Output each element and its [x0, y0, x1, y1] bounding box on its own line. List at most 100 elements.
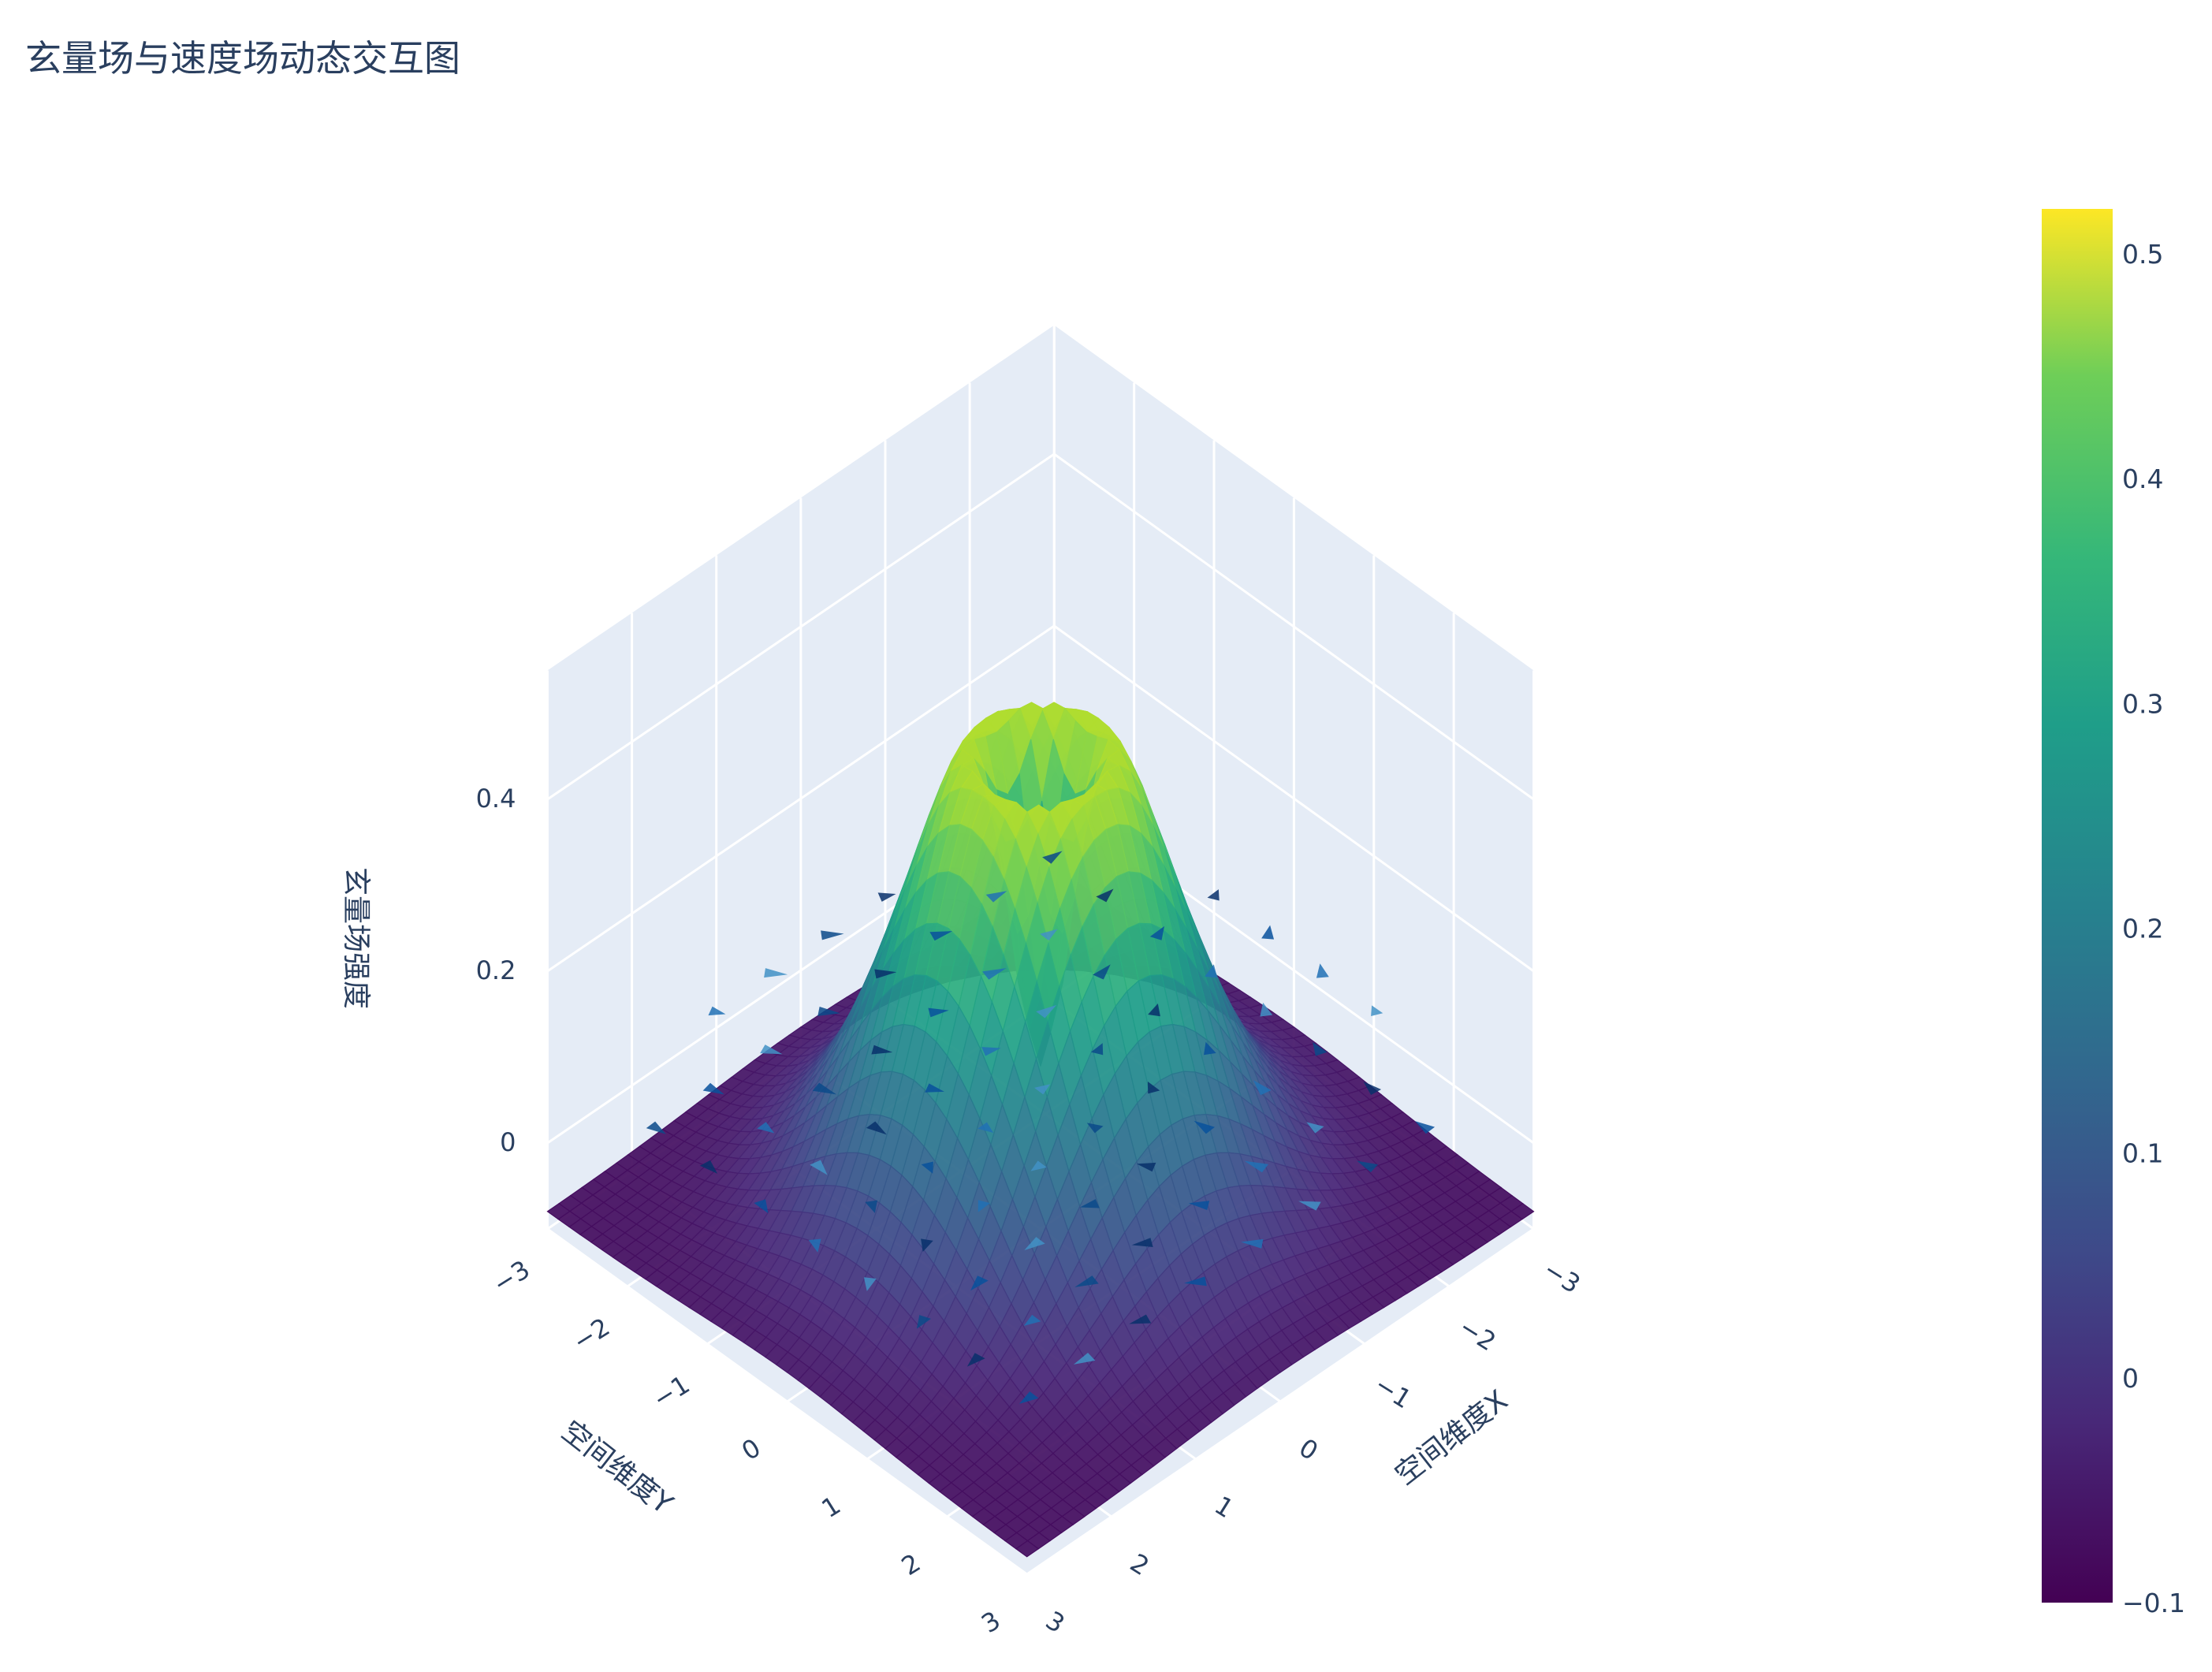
velocity-cone [760, 1045, 783, 1055]
grid-line [546, 1227, 1028, 1576]
velocity-cone [1024, 1237, 1045, 1250]
velocity-cone [1316, 963, 1329, 978]
colorbar: −0.1 0 0.1 0.2 0.3 0.4 0.5 [2042, 209, 2185, 1618]
z-tick-label: 0.4 [476, 784, 516, 814]
velocity-cone [1129, 1314, 1152, 1324]
velocity-cone [1194, 1120, 1216, 1134]
velocity-cone [1023, 1314, 1041, 1326]
colorbar-tick-label: 0.4 [2122, 464, 2163, 494]
velocity-cone [1363, 1081, 1382, 1095]
velocity-cone [708, 1006, 726, 1016]
velocity-cone [1244, 1160, 1269, 1173]
velocity-cone [925, 1083, 944, 1093]
velocity-cone [646, 1121, 666, 1134]
velocity-cone [916, 1315, 931, 1329]
colorbar-gradient [2042, 209, 2113, 1603]
velocity-cone [808, 1238, 821, 1253]
x-tick-label: 1 [1209, 1490, 1238, 1524]
velocity-cone [1042, 851, 1063, 864]
velocity-cone [1033, 1084, 1051, 1095]
velocity-cone [1086, 1123, 1104, 1134]
x-tick-label: −2 [1454, 1312, 1501, 1357]
velocity-cone [1241, 1238, 1264, 1249]
velocity-cone [1207, 889, 1220, 901]
x-tick-label: 2 [1125, 1547, 1154, 1581]
velocity-cone [1184, 1276, 1207, 1287]
velocity-cone [1147, 1082, 1160, 1094]
z-axis-title: 玄量场强度 [340, 867, 372, 1009]
velocity-cone [877, 892, 896, 902]
y-tick-label: −1 [647, 1369, 695, 1414]
velocity-cone [1261, 925, 1275, 940]
velocity-cone [1074, 1275, 1099, 1287]
y-tick-label: 2 [896, 1547, 925, 1581]
velocity-cone [1131, 1238, 1153, 1248]
velocity-cone [1253, 1080, 1272, 1096]
velocity-cone [1136, 1162, 1156, 1172]
velocity-cones [646, 851, 1436, 1404]
velocity-cone [871, 1045, 893, 1055]
velocity-cone [1036, 1004, 1057, 1018]
velocity-cone [1093, 964, 1111, 980]
grid-line [546, 624, 1056, 973]
z-tick-label: 0 [500, 1127, 516, 1157]
colorbar-tick-label: −0.1 [2122, 1588, 2185, 1618]
velocity-cone [985, 891, 1007, 903]
velocity-cone [981, 1047, 1001, 1056]
y-tick-label: 3 [976, 1605, 1005, 1639]
velocity-cone [1018, 1391, 1039, 1404]
velocity-cone [1298, 1201, 1321, 1211]
velocity-cone [1205, 964, 1218, 978]
x-tick-label: −1 [1369, 1369, 1417, 1414]
velocity-cone [1371, 1005, 1383, 1017]
velocity-cone [810, 1160, 828, 1175]
velocity-cone [1149, 925, 1165, 940]
velocity-cone [1040, 929, 1058, 941]
y-tick-label: 0 [736, 1432, 765, 1466]
velocity-cone [699, 1160, 718, 1174]
velocity-cone [1204, 1041, 1216, 1056]
y-tick-label: −2 [568, 1312, 615, 1357]
x-tick-label: 3 [1041, 1605, 1070, 1639]
velocity-cone [921, 1238, 933, 1252]
grid-line [1053, 452, 1535, 801]
velocity-cone [1073, 1353, 1096, 1365]
y-tick-label: −3 [488, 1254, 535, 1299]
velocity-cone [817, 1006, 840, 1016]
velocity-cone [1357, 1160, 1379, 1173]
velocity-cone [978, 1200, 990, 1212]
velocity-cone [702, 1082, 724, 1095]
chart-title: 玄量场与速度场动态交互图 [25, 37, 460, 80]
colorbar-tick-label: 0.2 [2122, 914, 2163, 944]
z-tick-label: 0.2 [476, 955, 516, 985]
grid-line [546, 452, 1056, 801]
y-tick-label: 1 [816, 1490, 845, 1524]
velocity-cone [970, 1275, 989, 1291]
velocity-cone [754, 1199, 769, 1214]
velocity-cone [863, 1277, 877, 1291]
surface-plot [546, 702, 1535, 1558]
velocity-cone [921, 1161, 933, 1174]
surface-facet [1015, 1540, 1040, 1558]
velocity-cone [966, 1353, 985, 1367]
grid-line [1026, 1227, 1535, 1576]
grid-line [1053, 624, 1535, 973]
velocity-cone [982, 967, 1007, 980]
velocity-cone [1080, 1199, 1100, 1208]
y-axis-title: 空间维度Y [555, 1415, 679, 1521]
velocity-cone [1188, 1201, 1210, 1210]
x-tick-label: 0 [1294, 1432, 1323, 1466]
velocity-cone [1306, 1122, 1324, 1134]
velocity-cone [1313, 1041, 1328, 1056]
velocity-cone [929, 931, 953, 941]
colorbar-tick-label: 0.1 [2122, 1138, 2163, 1169]
colorbar-tick-label: 0.3 [2122, 688, 2163, 719]
velocity-cone [1096, 888, 1114, 903]
velocity-cone [1090, 1043, 1104, 1056]
velocity-cone [866, 1121, 887, 1135]
x-tick-label: −3 [1538, 1254, 1585, 1299]
velocity-cone [874, 969, 897, 979]
velocity-cone [1148, 1004, 1160, 1017]
colorbar-tick-label: 0 [2122, 1363, 2139, 1394]
